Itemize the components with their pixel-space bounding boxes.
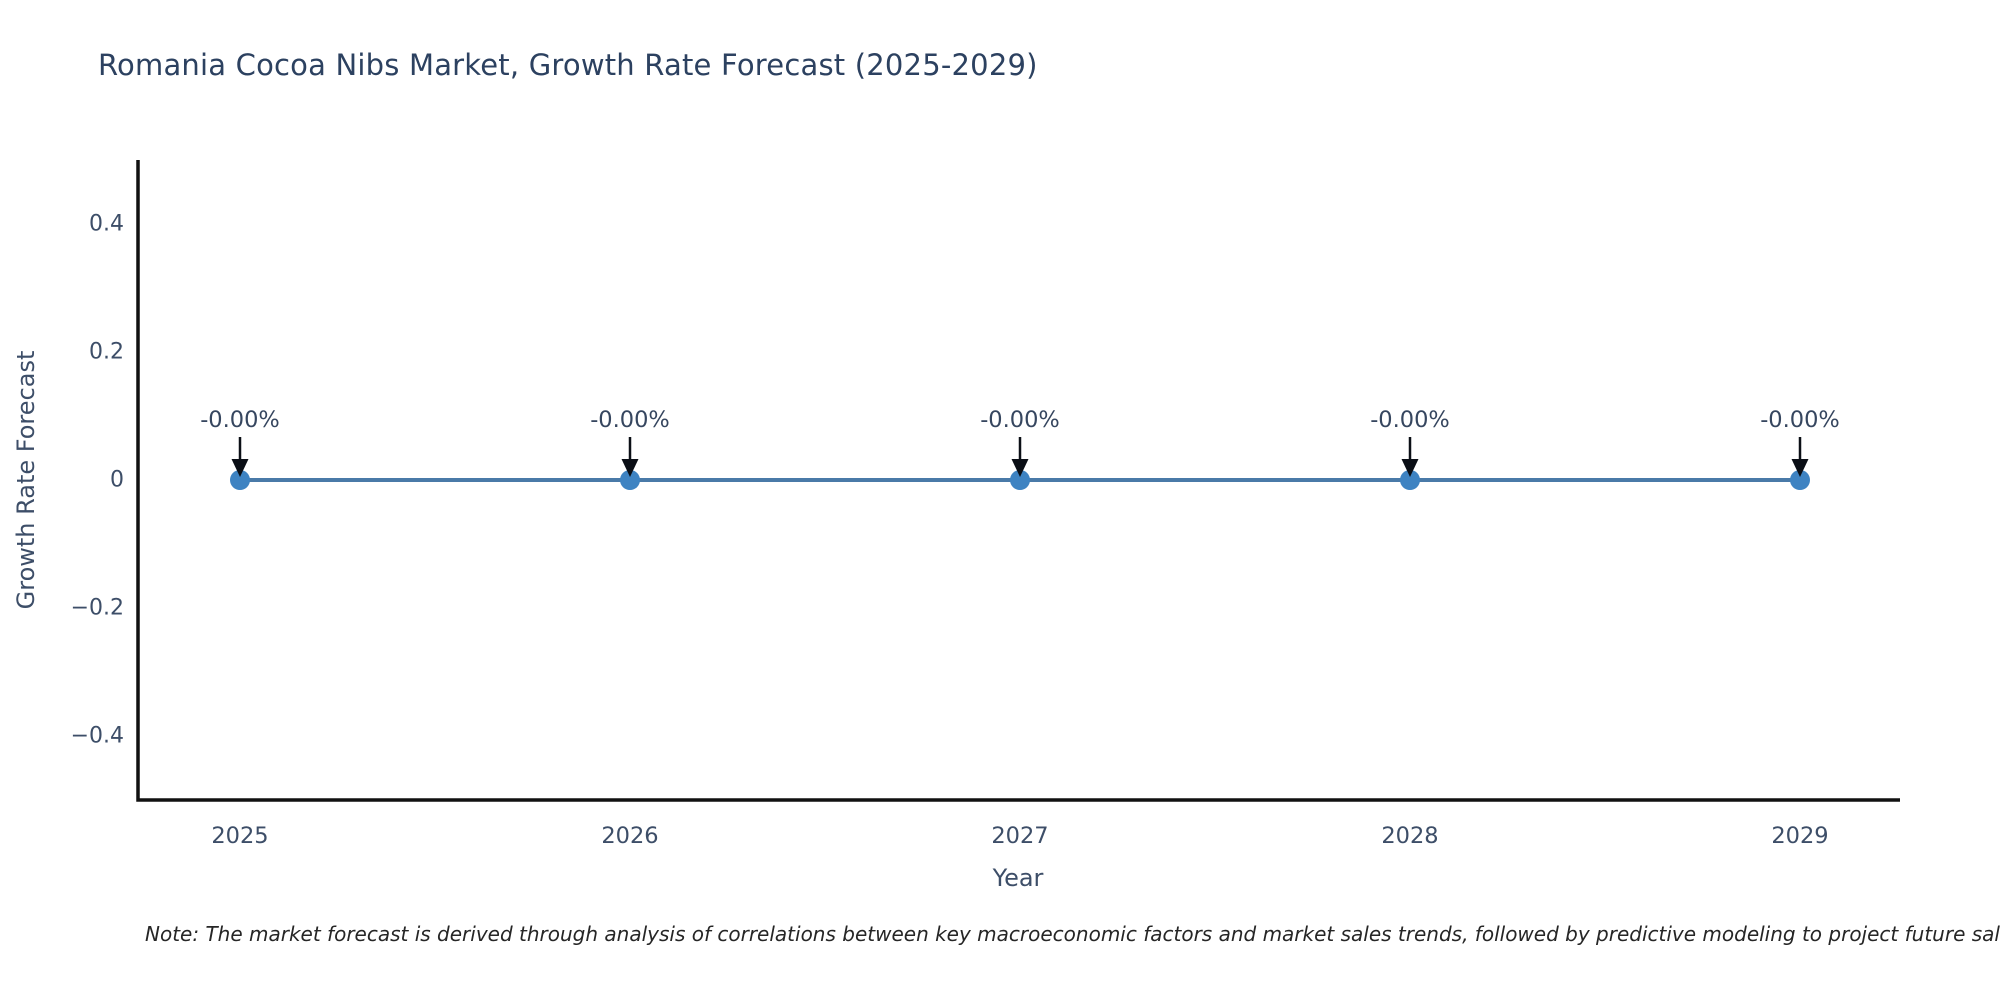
y-tick-label: −0.2 [71, 596, 124, 621]
data-point-marker [1400, 470, 1420, 490]
y-axis-title: Growth Rate Forecast [12, 351, 40, 610]
methodology-note: Note: The market forecast is derived thr… [145, 922, 2000, 946]
axis-spines [136, 160, 1900, 802]
chart-title: Romania Cocoa Nibs Market, Growth Rate F… [98, 48, 1038, 82]
y-tick-label: 0.2 [89, 340, 124, 365]
x-tick-label: 2028 [1381, 823, 1438, 849]
data-point-value-label: -0.00% [590, 407, 670, 433]
x-axis-title: Year [992, 864, 1044, 892]
data-point-marker [1010, 470, 1030, 490]
data-point-value-label: -0.00% [200, 407, 280, 433]
data-point-marker [230, 470, 250, 490]
y-tick-label: 0.4 [89, 212, 124, 237]
data-point-marker [620, 470, 640, 490]
annotation-arrow-head [1401, 459, 1419, 477]
data-point-value-label: -0.00% [1760, 407, 1840, 433]
data-point-marker [1790, 470, 1810, 490]
y-tick-label: 0 [110, 468, 124, 493]
x-tick-label: 2026 [601, 823, 658, 849]
annotation-arrow-head [1011, 459, 1029, 477]
x-tick-label: 2025 [211, 823, 268, 849]
x-tick-label: 2027 [991, 823, 1048, 849]
annotation-arrow-head [1791, 459, 1809, 477]
x-tick-label: 2029 [1771, 823, 1828, 849]
data-point-value-label: -0.00% [980, 407, 1060, 433]
annotation-arrow-head [231, 459, 249, 477]
y-tick-label: −0.4 [71, 724, 124, 749]
data-point-value-label: -0.00% [1370, 407, 1450, 433]
annotation-arrow-head [621, 459, 639, 477]
